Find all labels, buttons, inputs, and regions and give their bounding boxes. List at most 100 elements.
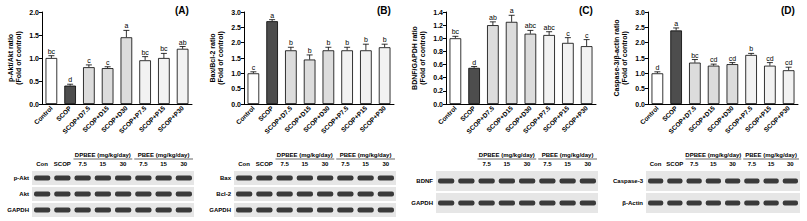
svg-text:BDNF/GAPDH ratio: BDNF/GAPDH ratio [411,26,418,90]
svg-text:7.5: 7.5 [543,161,552,167]
svg-text:Con: Con [650,161,662,167]
svg-text:2.0: 2.0 [635,39,645,46]
svg-text:DPBEE (mg/kg/day): DPBEE (mg/kg/day) [75,152,131,158]
svg-text:15: 15 [768,161,775,167]
svg-text:(Fold of control): (Fold of control) [217,31,225,85]
svg-text:0.6: 0.6 [433,61,443,68]
svg-text:a: a [510,7,514,14]
svg-text:c: c [106,59,110,66]
svg-text:1.0: 1.0 [231,70,241,77]
svg-text:d: d [472,59,476,66]
svg-text:Caspase-3/β-actin ratio: Caspase-3/β-actin ratio [613,19,621,96]
svg-text:0.5: 0.5 [635,85,645,92]
svg-text:7.5: 7.5 [78,161,87,167]
svg-text:2.5: 2.5 [231,24,241,31]
svg-text:b: b [308,47,312,54]
svg-text:PBEE (mg/kg/day): PBEE (mg/kg/day) [542,152,594,158]
svg-text:bc: bc [48,48,56,55]
svg-text:SCOP: SCOP [54,161,71,167]
svg-text:(A): (A) [175,5,189,16]
svg-text:Bcl-2: Bcl-2 [216,191,231,197]
svg-text:b: b [749,45,753,52]
svg-text:0.8: 0.8 [433,48,443,55]
svg-text:SCOP: SCOP [666,161,683,167]
svg-text:Control: Control [33,104,54,125]
svg-text:30: 30 [524,161,531,167]
svg-text:3.0: 3.0 [231,9,241,16]
svg-text:GAPDH: GAPDH [7,207,29,213]
svg-text:cd: cd [766,55,774,62]
svg-text:a: a [270,12,274,19]
svg-text:ab: ab [489,14,497,21]
svg-text:DPBEE (mg/kg/day): DPBEE (mg/kg/day) [685,152,741,158]
svg-text:15: 15 [564,161,571,167]
svg-text:2.0: 2.0 [231,39,241,46]
svg-text:1.0: 1.0 [433,35,443,42]
svg-text:(Fold of control): (Fold of control) [419,31,427,85]
svg-text:BDNF: BDNF [416,178,433,184]
svg-text:15: 15 [362,161,369,167]
svg-text:1.0: 1.0 [635,70,645,77]
svg-text:15: 15 [302,161,309,167]
svg-text:bc: bc [452,28,460,35]
svg-text:SCOP: SCOP [256,161,273,167]
svg-text:0.0: 0.0 [635,101,645,108]
svg-text:abc: abc [525,22,537,29]
svg-text:Control: Control [639,104,660,125]
svg-text:(Fold of control): (Fold of control) [15,31,23,85]
svg-text:0.5: 0.5 [29,78,39,85]
svg-text:1.4: 1.4 [433,9,443,16]
svg-text:7.5: 7.5 [139,161,148,167]
svg-text:30: 30 [585,161,592,167]
svg-text:PBEE (mg/kg/day): PBEE (mg/kg/day) [138,152,190,158]
svg-text:Control: Control [235,104,256,125]
svg-text:bc: bc [160,45,168,52]
svg-text:1.2: 1.2 [433,22,443,29]
svg-text:2.0: 2.0 [29,9,39,16]
svg-text:b: b [364,36,368,43]
svg-text:3.0: 3.0 [635,9,645,16]
svg-text:c: c [566,30,570,37]
svg-text:cd: cd [785,59,793,66]
svg-text:30: 30 [322,161,329,167]
svg-text:b: b [345,39,349,46]
svg-text:0.0: 0.0 [231,101,241,108]
svg-text:30: 30 [787,161,794,167]
svg-text:β-Actin: β-Actin [622,200,643,206]
svg-text:cd: cd [710,56,718,63]
svg-text:cd: cd [729,55,737,62]
svg-text:2.5: 2.5 [635,24,645,31]
svg-text:0.0: 0.0 [433,101,443,108]
svg-text:1.0: 1.0 [29,55,39,62]
svg-text:(B): (B) [377,5,391,16]
svg-text:bc: bc [141,49,149,56]
svg-text:(C): (C) [579,5,593,16]
svg-text:7.5: 7.5 [280,161,289,167]
svg-text:30: 30 [181,161,188,167]
svg-text:Caspase-3: Caspase-3 [613,178,644,184]
svg-text:SCOP+P30: SCOP+P30 [560,104,589,133]
svg-text:c: c [585,32,589,39]
svg-text:7.5: 7.5 [341,161,350,167]
svg-text:SCOP+P30: SCOP+P30 [156,104,185,133]
svg-text:30: 30 [383,161,390,167]
svg-text:15: 15 [710,161,717,167]
svg-text:DPBEE (mg/kg/day): DPBEE (mg/kg/day) [277,152,333,158]
svg-text:Akt: Akt [19,191,29,197]
svg-text:0.5: 0.5 [231,85,241,92]
svg-text:b: b [289,39,293,46]
svg-text:b: b [383,36,387,43]
svg-text:15: 15 [160,161,167,167]
svg-text:7.5: 7.5 [690,161,699,167]
svg-text:PBEE (mg/kg/day): PBEE (mg/kg/day) [340,152,392,158]
svg-text:Con: Con [238,161,250,167]
svg-text:abc: abc [543,24,555,31]
svg-text:b: b [326,39,330,46]
svg-text:Con: Con [36,161,48,167]
svg-text:c: c [252,64,256,71]
svg-text:GAPDH: GAPDH [209,207,231,213]
svg-text:1.5: 1.5 [231,55,241,62]
svg-text:0.0: 0.0 [29,101,39,108]
svg-text:1.5: 1.5 [29,32,39,39]
svg-text:SCOP+P30: SCOP+P30 [358,104,387,133]
